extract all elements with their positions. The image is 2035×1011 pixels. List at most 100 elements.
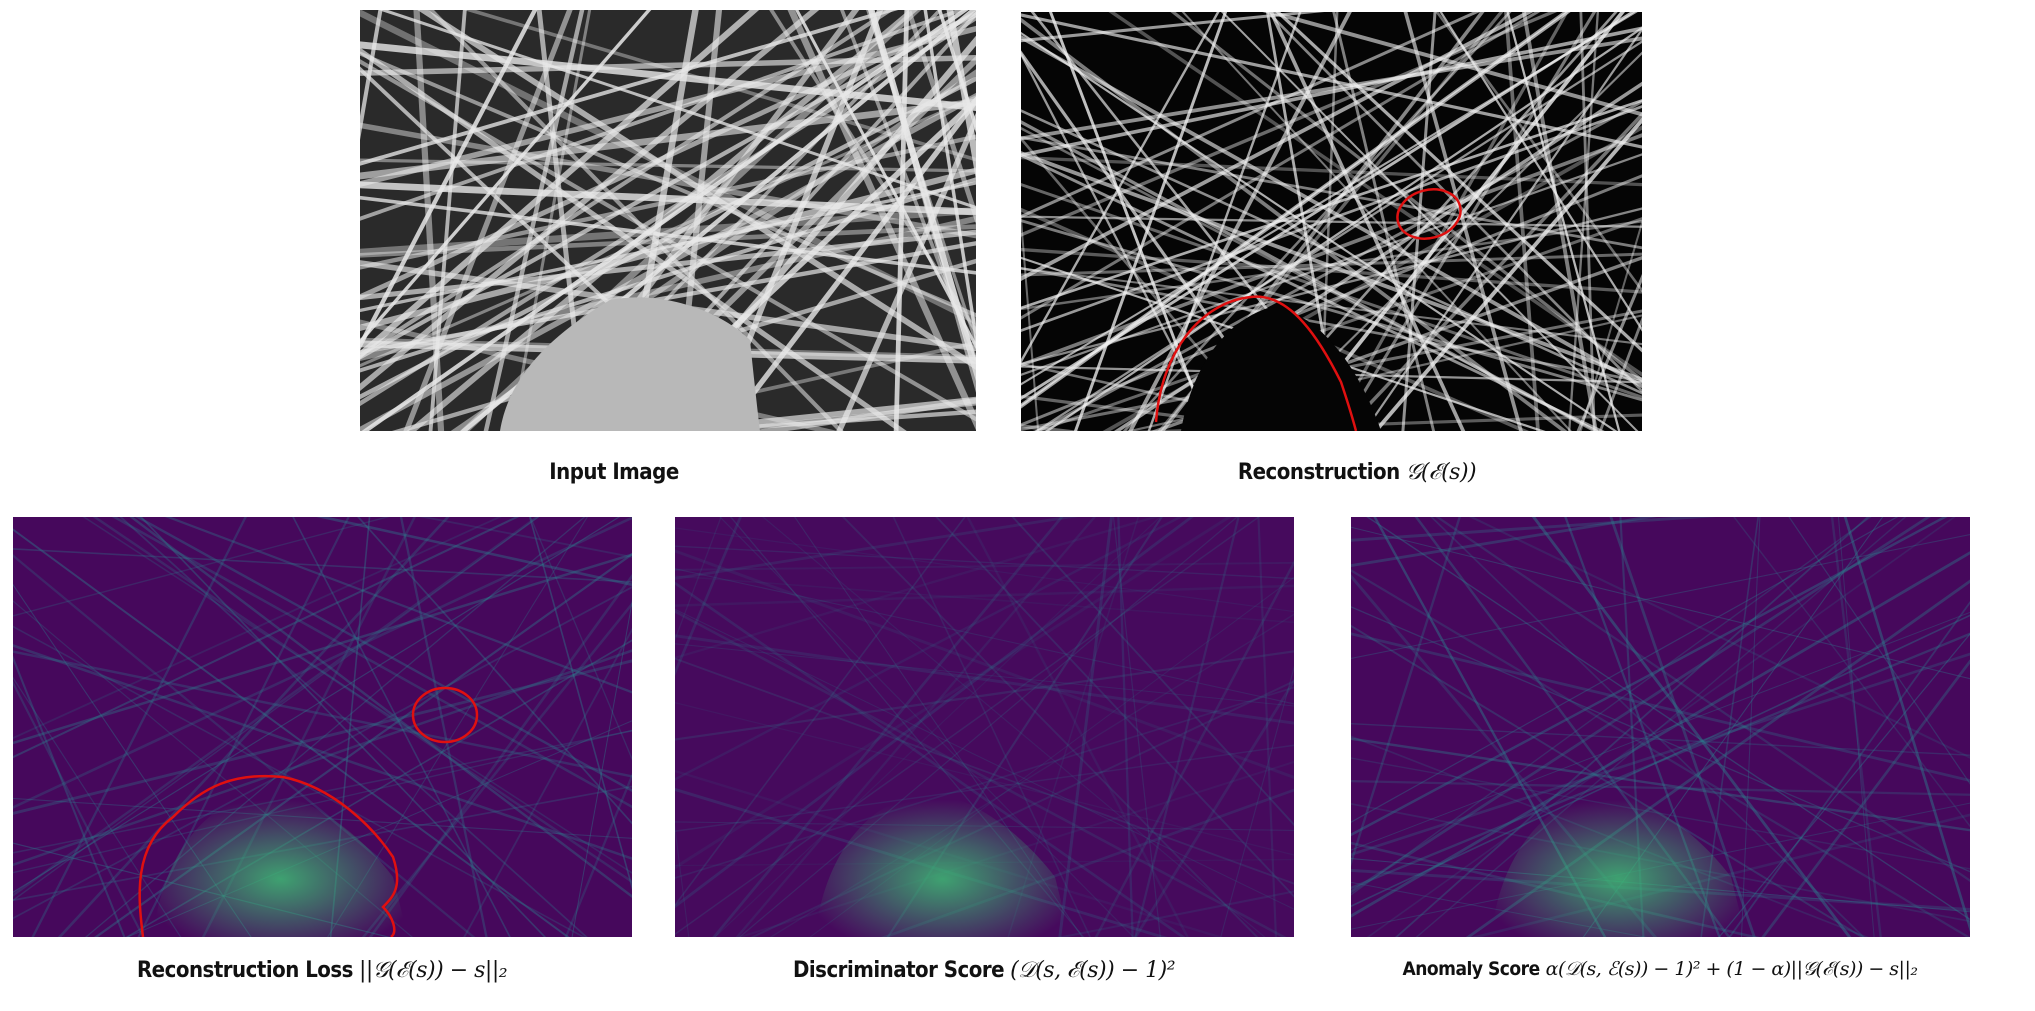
fiber — [82, 517, 632, 874]
fiber — [13, 517, 621, 894]
fiber — [1220, 665, 1294, 937]
fiber — [135, 517, 632, 792]
fiber — [675, 702, 1294, 856]
fiber — [675, 581, 1186, 937]
fiber — [360, 55, 976, 76]
fiber — [966, 517, 1189, 937]
fiber — [360, 25, 976, 187]
anomaly-region — [815, 792, 1070, 937]
fiber — [1351, 723, 1970, 756]
fiber — [1728, 600, 1970, 937]
fiber — [13, 625, 586, 937]
fiber — [1718, 633, 1970, 937]
fiber — [357, 517, 632, 825]
fiber — [675, 608, 1294, 910]
fiber — [675, 650, 1294, 741]
fiber — [675, 545, 1294, 580]
fiber — [719, 517, 1135, 937]
fiber — [1021, 13, 1642, 149]
fiber — [360, 134, 976, 270]
fiber — [769, 613, 1294, 937]
fiber — [1032, 217, 1642, 431]
fiber — [399, 517, 488, 937]
caption-formula: (𝒟(s, ℰ(s)) − 1)² — [1010, 958, 1176, 983]
fiber — [1351, 534, 1970, 659]
fiber — [1073, 12, 1228, 431]
fiber — [675, 517, 1261, 936]
discriminator-score-caption: Discriminator Score (𝒟(s, ℰ(s)) − 1)² — [792, 958, 1176, 983]
fiber — [1021, 153, 1605, 431]
fiber — [13, 517, 540, 897]
fiber — [1435, 517, 1970, 882]
fiber — [528, 517, 632, 890]
fiber — [675, 517, 1183, 781]
reconstruction-image — [1021, 12, 1642, 431]
fiber — [675, 561, 1294, 571]
fiber — [13, 644, 632, 860]
fiber — [1021, 26, 1642, 158]
dark-region — [1181, 307, 1381, 431]
fiber — [1011, 517, 1294, 827]
fiber — [1351, 606, 1970, 873]
fiber — [564, 772, 632, 937]
fiber — [1351, 737, 1970, 832]
fiber — [316, 517, 632, 587]
fiber — [13, 650, 632, 778]
fiber — [721, 96, 976, 431]
fiber — [428, 10, 844, 431]
fiber — [1341, 112, 1642, 431]
fiber — [769, 10, 976, 335]
fiber — [841, 517, 1259, 937]
fiber — [1403, 12, 1523, 431]
fiber — [1366, 517, 1956, 937]
fiber — [1021, 126, 1600, 431]
fiber — [1351, 611, 1970, 851]
fiber — [1021, 36, 1642, 141]
fiber — [1021, 266, 1642, 383]
fiber — [1133, 678, 1294, 937]
fiber — [13, 676, 182, 937]
fiber — [31, 517, 247, 937]
fiber — [675, 643, 1294, 707]
fiber — [1034, 40, 1642, 431]
input-image — [360, 10, 976, 431]
fiber — [1351, 517, 1948, 837]
fiber — [1609, 517, 1756, 937]
fiber — [1351, 779, 1970, 796]
fiber — [1021, 12, 1636, 400]
fiber — [92, 517, 632, 884]
fiber — [867, 10, 976, 382]
fiber — [1373, 117, 1642, 431]
fiber — [1351, 614, 1970, 908]
fiber — [1366, 517, 1970, 921]
fiber — [1351, 526, 1970, 680]
fiber — [645, 396, 976, 431]
caption-text: Input Image — [549, 460, 679, 485]
fiber — [1035, 99, 1642, 431]
fiber — [1021, 12, 1220, 364]
caption-formula: 𝒢(ℰ(s)) — [1405, 460, 1477, 485]
fiber — [905, 10, 976, 225]
fiber — [1733, 517, 1970, 828]
fiber — [1579, 219, 1642, 431]
annotation-curve — [1154, 295, 1358, 431]
fiber — [840, 10, 976, 365]
fiber — [675, 527, 1294, 613]
fiber — [529, 517, 632, 761]
fiber — [428, 10, 467, 431]
fiber — [1761, 659, 1970, 937]
fiber — [675, 517, 722, 642]
annotation-circle — [411, 686, 479, 744]
caption-text: Discriminator Score — [792, 958, 1005, 983]
anomaly-score-heatmap — [1351, 517, 1970, 937]
fiber — [675, 549, 1294, 779]
fiber — [1021, 362, 1331, 431]
fiber — [13, 517, 502, 740]
fiber — [1021, 155, 1642, 187]
anomaly-region — [153, 792, 408, 937]
fiber — [937, 10, 976, 133]
fiber — [360, 215, 976, 362]
fiber — [1351, 517, 1899, 823]
fiber — [1837, 517, 1875, 937]
fiber — [675, 686, 1294, 879]
